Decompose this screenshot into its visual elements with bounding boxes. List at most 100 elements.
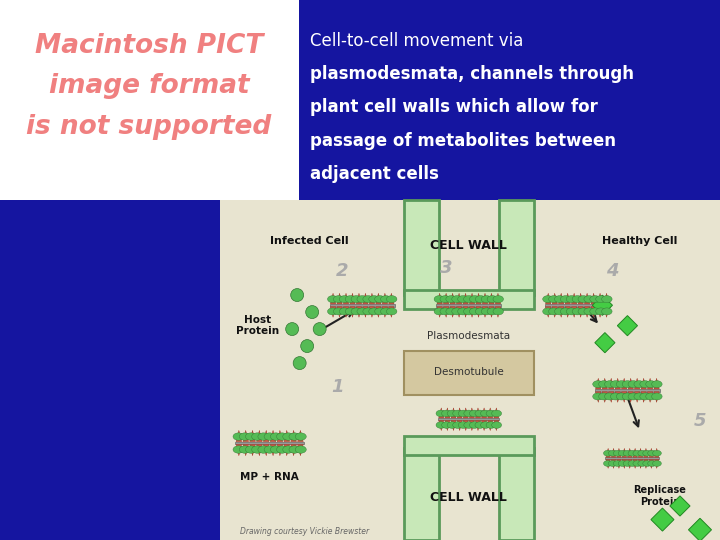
Ellipse shape <box>486 422 496 428</box>
Polygon shape <box>617 448 621 457</box>
Polygon shape <box>608 379 614 389</box>
Polygon shape <box>633 460 637 468</box>
Polygon shape <box>256 430 262 442</box>
Polygon shape <box>617 460 621 468</box>
Polygon shape <box>469 421 474 430</box>
Ellipse shape <box>451 308 462 315</box>
Text: Host
Protein: Host Protein <box>235 315 279 336</box>
Polygon shape <box>572 293 577 304</box>
Ellipse shape <box>605 393 615 400</box>
Ellipse shape <box>447 410 457 417</box>
Polygon shape <box>628 448 632 457</box>
Polygon shape <box>236 444 242 456</box>
Ellipse shape <box>313 322 326 335</box>
Polygon shape <box>617 315 637 336</box>
Polygon shape <box>595 392 601 402</box>
Polygon shape <box>376 307 381 318</box>
Bar <box>606 457 660 460</box>
Polygon shape <box>606 448 611 457</box>
Ellipse shape <box>333 308 344 315</box>
Ellipse shape <box>634 381 644 388</box>
Ellipse shape <box>295 433 306 440</box>
Ellipse shape <box>276 446 287 453</box>
Ellipse shape <box>264 446 275 453</box>
Ellipse shape <box>487 308 498 315</box>
Ellipse shape <box>481 308 492 315</box>
Ellipse shape <box>286 322 299 335</box>
Polygon shape <box>641 379 647 389</box>
Bar <box>330 304 395 307</box>
Polygon shape <box>457 421 462 430</box>
Ellipse shape <box>618 450 627 456</box>
Ellipse shape <box>572 308 582 315</box>
Ellipse shape <box>628 393 639 400</box>
Ellipse shape <box>480 422 490 428</box>
Text: 4: 4 <box>606 262 618 280</box>
Polygon shape <box>437 293 442 304</box>
Polygon shape <box>450 307 455 318</box>
Polygon shape <box>243 430 248 442</box>
Polygon shape <box>641 392 647 402</box>
Polygon shape <box>438 408 444 418</box>
Text: Replicase
Protein: Replicase Protein <box>634 485 686 507</box>
Ellipse shape <box>363 295 374 302</box>
Ellipse shape <box>464 295 474 302</box>
Ellipse shape <box>492 422 502 428</box>
Polygon shape <box>389 307 394 318</box>
Polygon shape <box>489 293 494 304</box>
Polygon shape <box>451 421 456 430</box>
Polygon shape <box>476 307 481 318</box>
Polygon shape <box>578 307 583 318</box>
Polygon shape <box>469 408 474 418</box>
Ellipse shape <box>623 461 632 467</box>
Text: Plasmodesmata: Plasmodesmata <box>427 331 510 341</box>
Polygon shape <box>291 430 297 442</box>
Ellipse shape <box>608 461 617 467</box>
Ellipse shape <box>458 422 468 428</box>
Polygon shape <box>457 408 462 418</box>
Polygon shape <box>593 295 613 315</box>
Polygon shape <box>284 430 289 442</box>
Ellipse shape <box>623 450 632 456</box>
Polygon shape <box>469 307 474 318</box>
Polygon shape <box>487 421 492 430</box>
Polygon shape <box>611 448 616 457</box>
Polygon shape <box>476 293 481 304</box>
Ellipse shape <box>458 308 468 315</box>
Ellipse shape <box>239 446 251 453</box>
Ellipse shape <box>289 433 300 440</box>
Polygon shape <box>487 408 492 418</box>
Bar <box>220 200 720 540</box>
Polygon shape <box>552 307 557 318</box>
Ellipse shape <box>451 295 462 302</box>
Polygon shape <box>330 293 336 304</box>
Polygon shape <box>628 379 634 389</box>
Ellipse shape <box>554 308 565 315</box>
Polygon shape <box>445 408 450 418</box>
Polygon shape <box>494 421 499 430</box>
Text: CELL WALL: CELL WALL <box>431 491 507 504</box>
Ellipse shape <box>560 295 571 302</box>
Polygon shape <box>606 460 611 468</box>
Ellipse shape <box>295 446 306 453</box>
Polygon shape <box>438 421 444 430</box>
Ellipse shape <box>446 295 456 302</box>
Ellipse shape <box>440 308 451 315</box>
Polygon shape <box>654 448 659 457</box>
Bar <box>436 304 501 307</box>
Polygon shape <box>445 421 450 430</box>
Polygon shape <box>598 293 603 304</box>
Ellipse shape <box>602 308 612 315</box>
Polygon shape <box>330 307 336 318</box>
Polygon shape <box>546 307 551 318</box>
Polygon shape <box>369 293 374 304</box>
Ellipse shape <box>387 295 397 302</box>
Ellipse shape <box>276 433 287 440</box>
Ellipse shape <box>369 295 379 302</box>
Ellipse shape <box>374 308 385 315</box>
Ellipse shape <box>436 410 446 417</box>
Ellipse shape <box>613 450 622 456</box>
Ellipse shape <box>446 308 456 315</box>
Ellipse shape <box>560 308 571 315</box>
Ellipse shape <box>464 422 474 428</box>
